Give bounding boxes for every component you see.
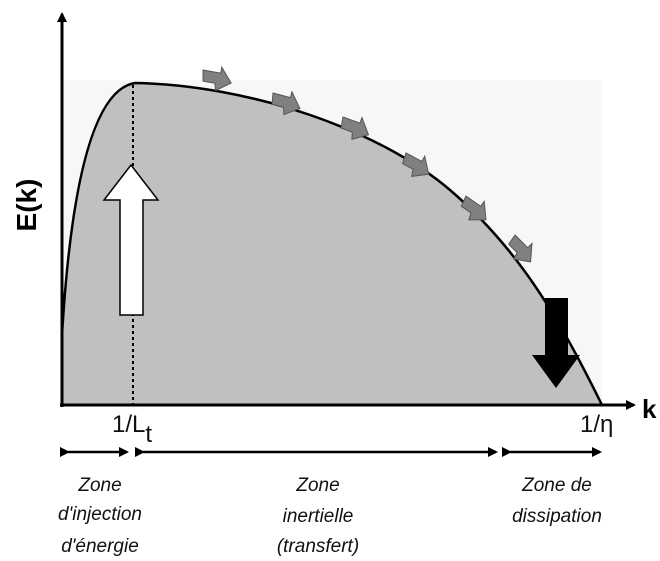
zone-label: Zone [77,475,121,496]
zone-label: Zone [295,475,339,496]
zone-label: d'énergie [61,536,139,557]
zone-label: inertielle [283,506,354,527]
spectrum-area [62,83,602,405]
tick-main: 1/L [112,411,145,438]
x-axis-label: k [642,394,657,424]
tick-label: 1/Lt [112,411,152,448]
zone-label: dissipation [512,506,602,527]
tick-subscript: t [145,421,152,448]
zone-label: Zone de [521,475,592,496]
cascade-arrows [202,65,533,263]
spectrum-curve [60,81,604,406]
tick-label: 1/η [580,411,613,438]
y-axis-label: E(k) [11,179,42,232]
injection-arrow [102,163,160,316]
dissipation-arrow [532,298,580,388]
zone-label: (transfert) [277,536,359,557]
zone-label: d'injection [58,504,142,525]
